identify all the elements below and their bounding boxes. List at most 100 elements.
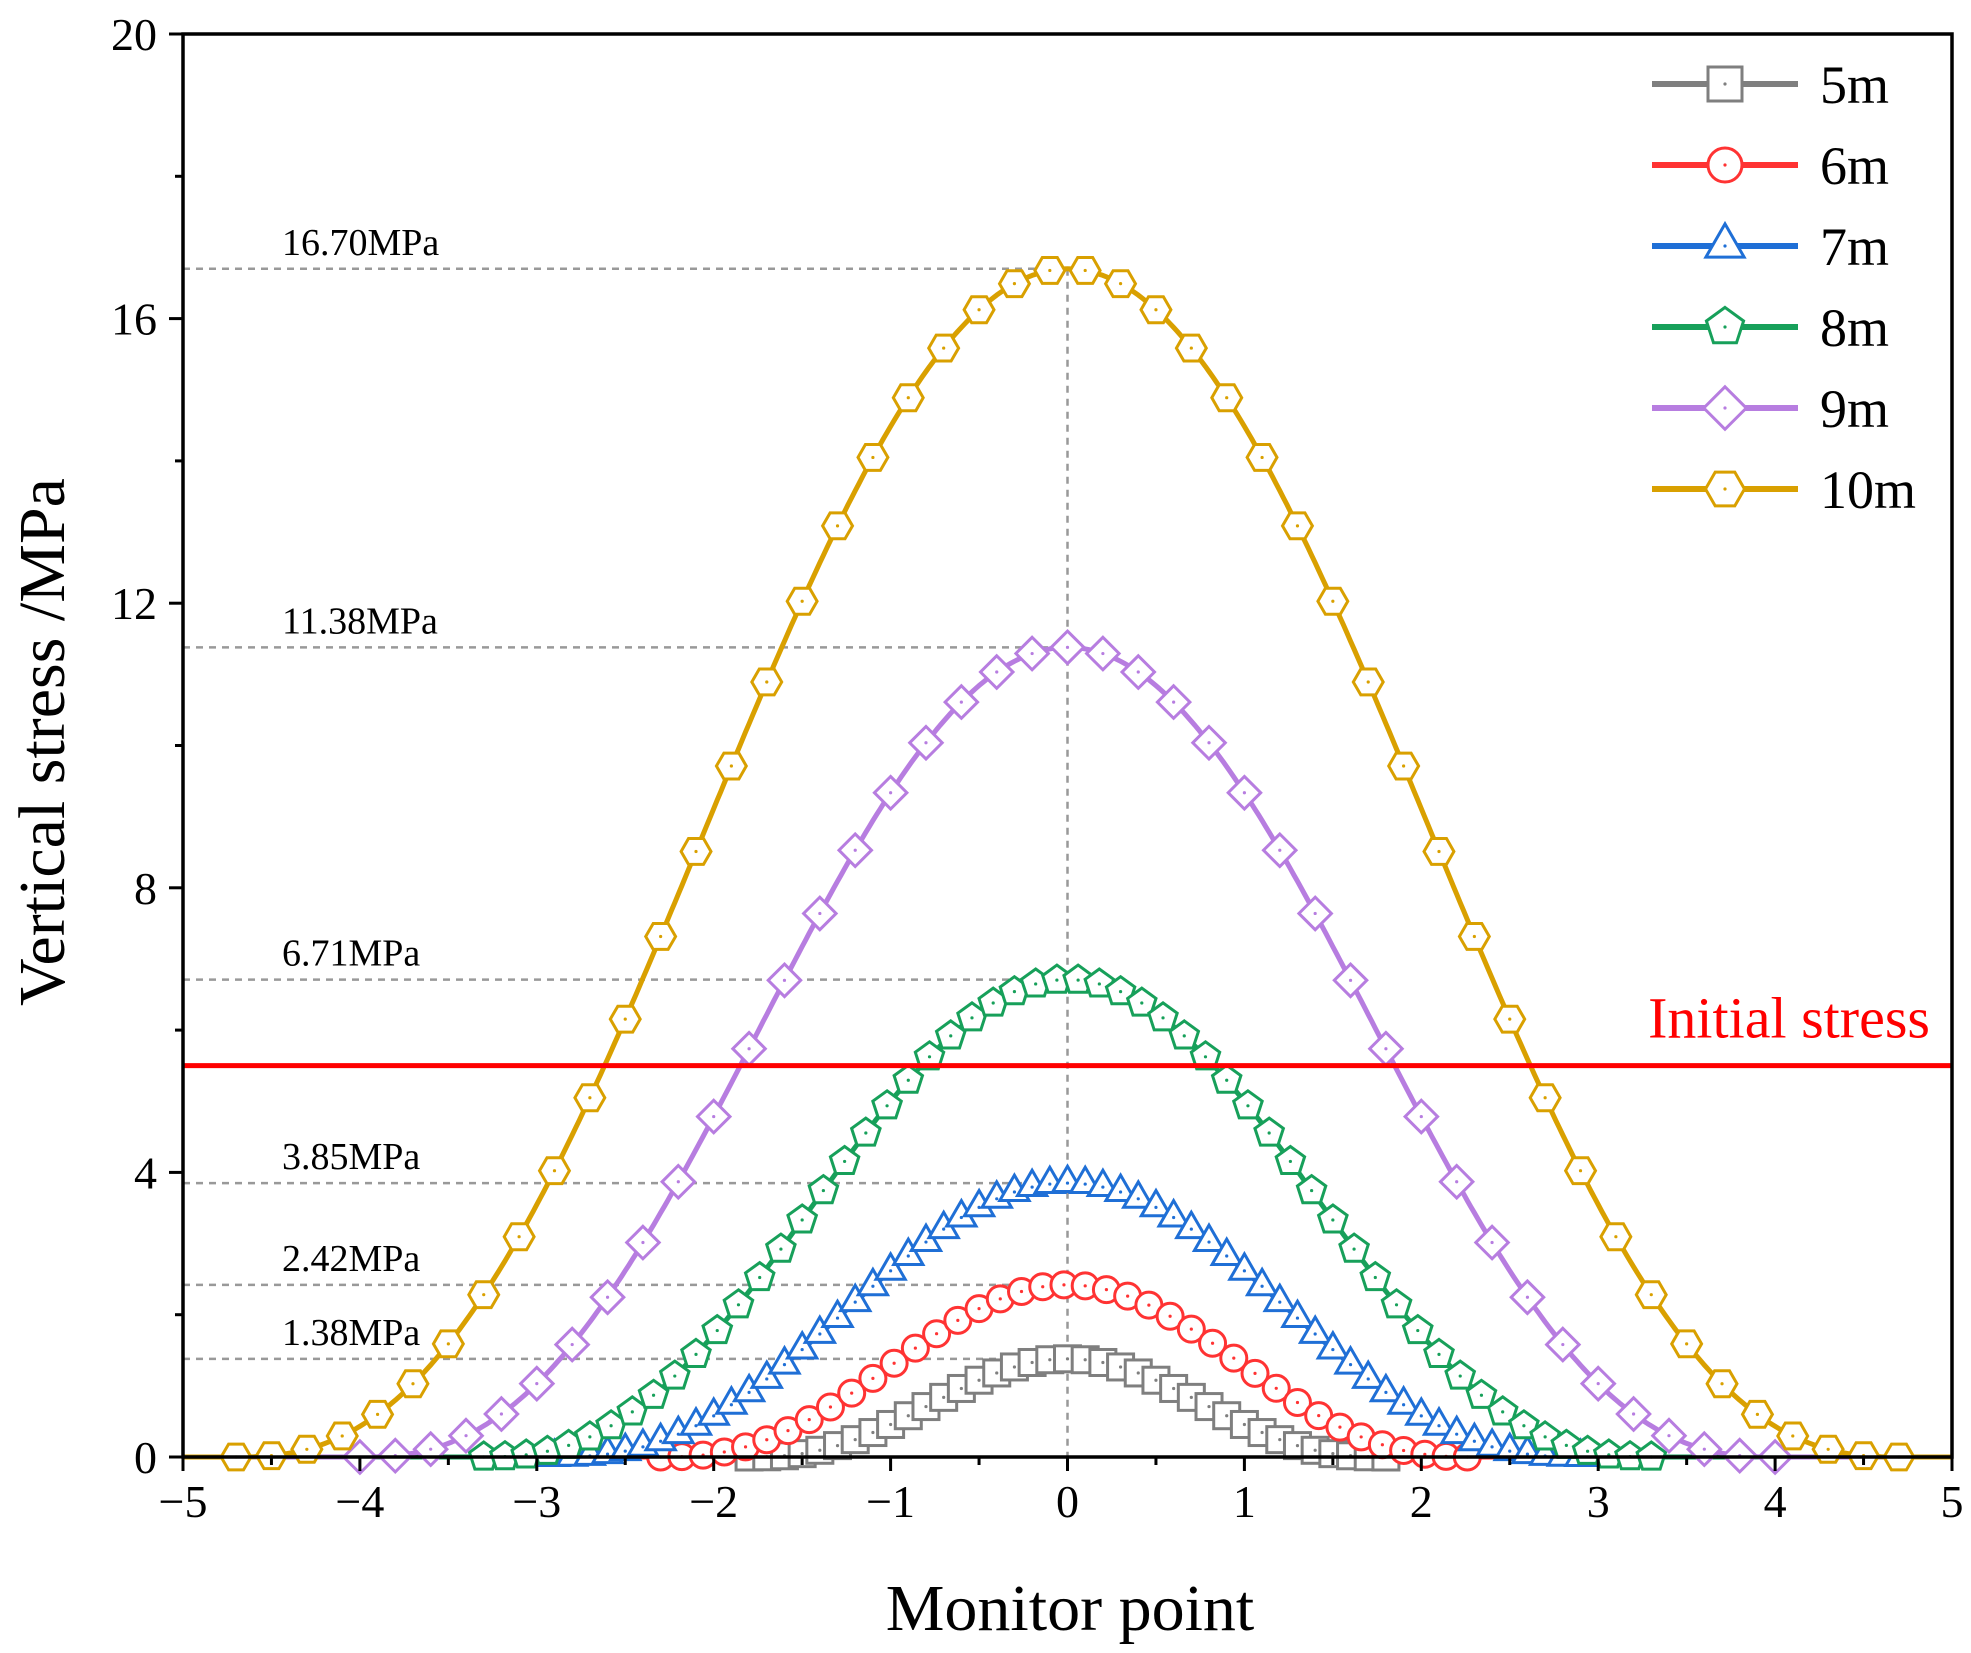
data-point-center-dot (1437, 849, 1441, 854)
data-point-center-dot (464, 1434, 468, 1438)
data-point-center-dot (835, 1316, 840, 1320)
data-point-center-dot (1720, 1382, 1724, 1386)
data-point-center-dot (1317, 1413, 1321, 1418)
data-point-center-dot (995, 670, 999, 674)
data-point-center-dot (853, 1300, 857, 1304)
data-point-center-dot (1030, 651, 1034, 656)
data-point-center-dot (1723, 244, 1727, 248)
data-point-marker (1404, 1395, 1439, 1426)
data-point-center-dot (800, 1218, 804, 1222)
data-point-center-dot (1083, 1182, 1087, 1186)
data-point-center-dot (1048, 1182, 1052, 1186)
data-point-center-dot (889, 1269, 893, 1273)
data-point-center-dot (694, 1352, 698, 1356)
data-point-marker (1280, 1298, 1315, 1328)
data-point-center-dot (1210, 1341, 1215, 1345)
data-point-center-dot (913, 1346, 917, 1350)
data-point-marker (873, 1250, 908, 1281)
data-point-center-dot (1561, 1342, 1565, 1347)
data-point-center-dot (1331, 1452, 1335, 1456)
data-point-marker (1368, 1372, 1404, 1403)
data-point-marker (1138, 1187, 1174, 1218)
data-point-center-dot (885, 1104, 889, 1108)
data-point-center-dot (782, 1363, 787, 1367)
data-point-center-dot (1384, 1390, 1388, 1394)
data-point-center-dot (800, 1452, 804, 1456)
data-point-center-dot (1543, 1435, 1547, 1439)
data-point-center-dot (375, 1412, 380, 1416)
data-point-center-dot (641, 1240, 645, 1245)
data-point-center-dot (977, 1307, 981, 1311)
data-point-center-dot (1373, 1275, 1377, 1280)
data-point-center-dot (1118, 1190, 1123, 1194)
x-tick-label: 3 (1587, 1476, 1610, 1527)
data-point-marker (1703, 220, 1747, 259)
data-point-center-dot (659, 934, 663, 939)
data-point-marker (1174, 1209, 1209, 1240)
data-point-center-dot (736, 1303, 741, 1307)
data-point-center-dot (1136, 1371, 1140, 1375)
data-point-center-dot (934, 1332, 939, 1336)
data-point-center-dot (1295, 524, 1300, 528)
data-point-marker (1156, 1197, 1191, 1228)
data-point-center-dot (828, 1405, 833, 1409)
data-point-center-dot (1338, 1425, 1342, 1429)
data-point-center-dot (1508, 1449, 1512, 1453)
data-point-center-dot (1207, 741, 1211, 745)
data-point-center-dot (1101, 1360, 1105, 1365)
data-point-marker (1439, 1414, 1474, 1445)
data-point-center-dot (871, 1430, 875, 1435)
x-tick-label: −5 (159, 1476, 208, 1527)
data-point-center-dot (1331, 1347, 1335, 1352)
data-point-center-dot (871, 455, 875, 460)
data-point-center-dot (1525, 1295, 1530, 1299)
data-point-center-dot (1242, 1269, 1246, 1273)
data-point-center-dot (1012, 1190, 1017, 1194)
data-point-marker (1209, 1236, 1244, 1266)
y-tick-label: 12 (111, 578, 157, 629)
data-point-marker (1191, 1222, 1227, 1252)
data-point-marker (1262, 1282, 1297, 1313)
data-point-center-dot (1278, 1300, 1282, 1304)
x-axis-title: Monitor point (886, 1572, 1255, 1645)
data-point-marker (1085, 1167, 1121, 1197)
data-point-center-dot (1472, 934, 1476, 939)
data-point-center-dot (446, 1342, 450, 1346)
data-point-center-dot (676, 1432, 680, 1436)
data-point-center-dot (1104, 1288, 1109, 1292)
data-point-center-dot (1189, 1227, 1193, 1231)
data-point-center-dot (1225, 1414, 1229, 1418)
data-point-center-dot (1384, 1047, 1388, 1051)
data-point-center-dot (1189, 1395, 1193, 1399)
x-tick-label: −2 (689, 1476, 738, 1527)
data-point-center-dot (942, 346, 946, 350)
data-point-center-dot (959, 1386, 963, 1391)
data-point-center-dot (1352, 1247, 1356, 1251)
data-point-center-dot (641, 1445, 645, 1449)
data-point-center-dot (800, 1347, 804, 1352)
data-point-center-dot (998, 1297, 1002, 1301)
data-point-center-dot (1260, 1430, 1264, 1435)
x-tick-label: 4 (1764, 1476, 1787, 1527)
data-point-marker (749, 1359, 784, 1389)
data-point-center-dot (623, 1449, 627, 1453)
data-point-center-dot (889, 1422, 893, 1427)
data-point-center-dot (1154, 1378, 1158, 1382)
data-point-center-dot (1685, 1342, 1689, 1346)
data-point-center-dot (1348, 978, 1353, 982)
data-point-center-dot (1313, 1448, 1317, 1452)
data-point-center-dot (995, 1371, 999, 1375)
data-point-center-dot (429, 1447, 433, 1451)
data-point-center-dot (821, 1188, 825, 1193)
legend-label-10m: 10m (1820, 460, 1916, 520)
data-point-center-dot (1455, 1432, 1459, 1436)
data-point-center-dot (949, 1034, 953, 1038)
data-point-center-dot (1310, 1188, 1314, 1193)
data-point-center-dot (1313, 1332, 1317, 1336)
data-point-center-dot (835, 1443, 840, 1448)
data-point-center-dot (1791, 1434, 1795, 1438)
data-point-center-dot (1288, 1159, 1292, 1164)
data-point-center-dot (1402, 1403, 1406, 1407)
data-point-center-dot (1207, 1240, 1211, 1244)
